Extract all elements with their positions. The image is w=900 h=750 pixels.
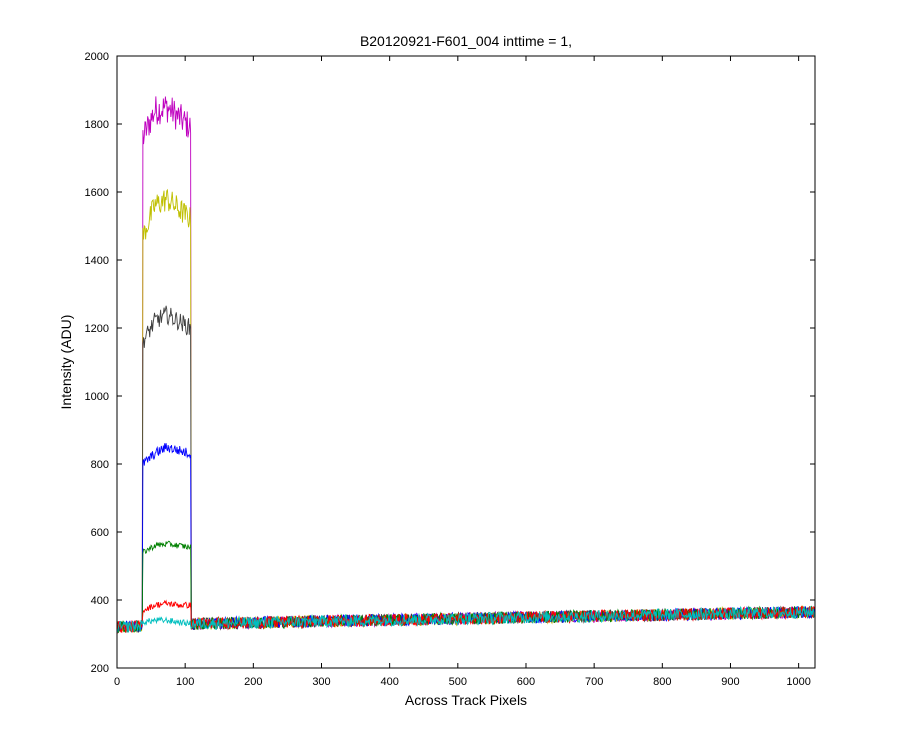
ticks-layer: 0 100 200 300 400 500 600 700 800 900 1000 200 400 60… [85,51,815,688]
x-axis-label: Across Track Pixels [405,692,527,708]
plot-area [117,56,815,668]
x-tick-label: 600 [517,676,535,688]
y-tick-label: 1000 [85,391,109,403]
series-line-7 [116,605,816,633]
x-tick-label: 300 [312,676,330,688]
x-tick-label: 500 [449,676,467,688]
x-tick-label: 1000 [786,676,810,688]
x-tick-label: 200 [244,676,262,688]
x-tick-label: 0 [114,676,120,688]
y-tick-label: 800 [91,459,109,471]
y-tick-label: 2000 [85,51,109,63]
x-tick-label: 400 [380,676,398,688]
y-tick-label: 200 [91,663,109,675]
plot-frame [116,55,816,669]
chart-title: B20120921-F601_004 inttime = 1, [360,33,572,49]
y-tick-label: 1400 [85,255,109,267]
y-tick-label: 1600 [85,187,109,199]
x-tick-label: 700 [585,676,603,688]
y-tick-label: 1800 [85,119,109,131]
x-tick-label: 100 [176,676,194,688]
x-tick-label: 900 [721,676,739,688]
y-axis-label: Intensity (ADU) [58,315,74,410]
y-tick-label: 600 [91,527,109,539]
x-tick-label: 800 [653,676,671,688]
y-tick-label: 1200 [85,323,109,335]
series-layer [116,96,816,634]
y-tick-label: 400 [91,595,109,607]
